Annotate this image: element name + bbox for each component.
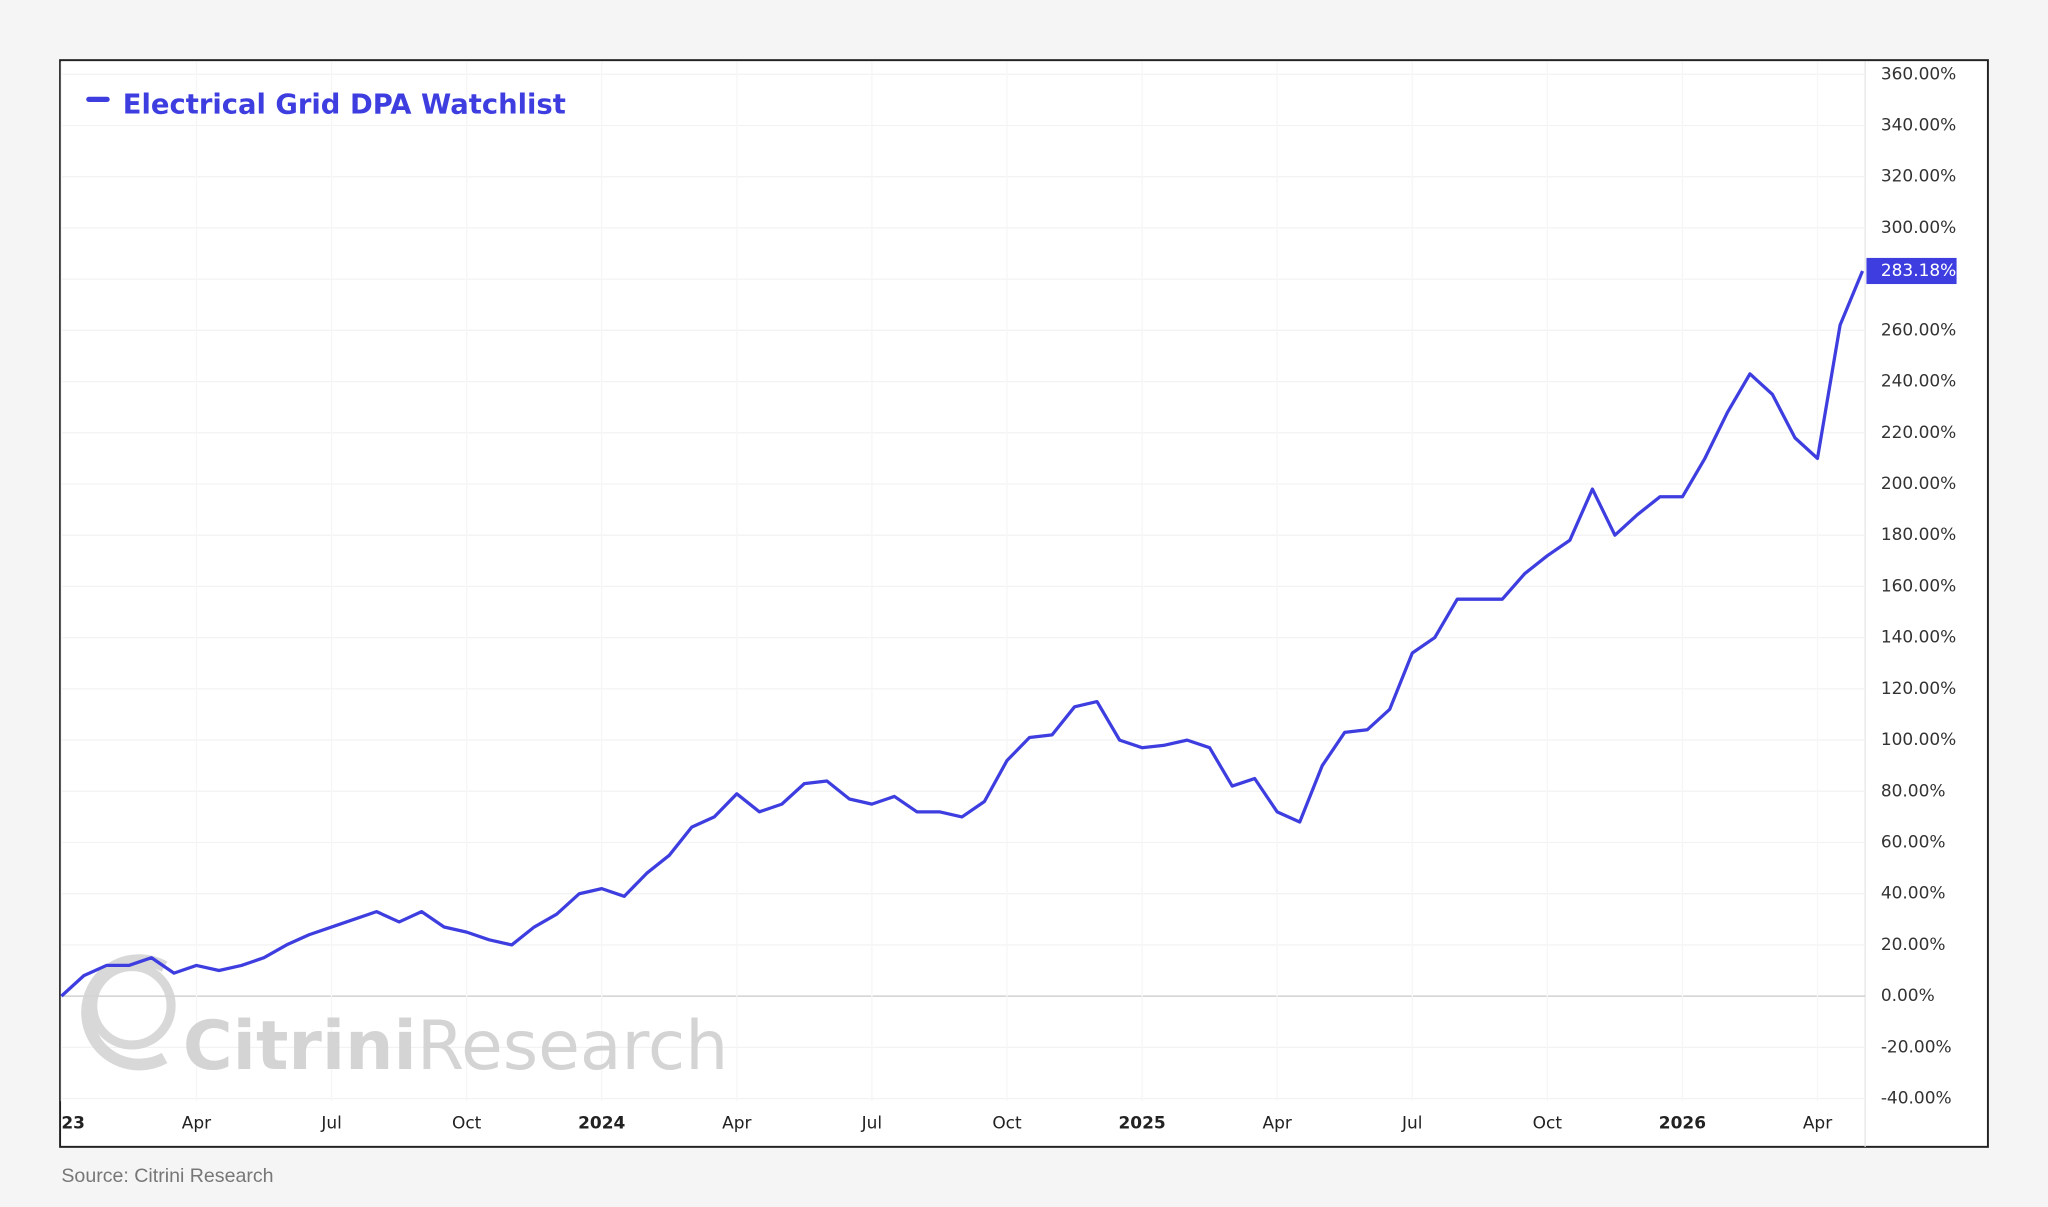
- data-line: [60, 270, 1865, 998]
- x-tick-label: Apr: [182, 1113, 211, 1133]
- watermark-text: CitriniResearch: [183, 1007, 728, 1086]
- x-tick-label: Oct: [452, 1113, 482, 1133]
- last-value-label: 283.18%: [1881, 261, 1957, 281]
- x-tick-label: 2025: [1118, 1113, 1165, 1133]
- watermark-logo: [81, 954, 168, 1071]
- x-tick-label: Oct: [1533, 1113, 1563, 1133]
- y-tick-label: 140.00%: [1881, 628, 1957, 648]
- y-tick-label: -40.00%: [1881, 1089, 1952, 1109]
- y-tick-label: 20.00%: [1881, 935, 1946, 955]
- y-tick-label: 340.00%: [1881, 115, 1957, 135]
- chart-frame: [59, 59, 1989, 1148]
- x-tick-label: Oct: [992, 1113, 1022, 1133]
- watermark-brand: Citrini: [183, 1007, 417, 1086]
- y-tick-label: 120.00%: [1881, 679, 1957, 699]
- last-value-box: [1866, 257, 1957, 285]
- watermark: CitriniResearch: [81, 954, 728, 1086]
- legend-label: Electrical Grid DPA Watchlist: [123, 89, 566, 120]
- x-tick-label: 23: [61, 1113, 85, 1133]
- x-tick-label: Apr: [1803, 1113, 1832, 1133]
- y-tick-label: 160.00%: [1881, 576, 1957, 596]
- x-tick-label: Jul: [320, 1113, 341, 1133]
- legend-swatch: [86, 96, 110, 102]
- y-tick-label: 300.00%: [1881, 218, 1957, 238]
- y-tick-label: 80.00%: [1881, 781, 1946, 801]
- y-tick-label: 320.00%: [1881, 167, 1957, 187]
- y-tick-label: -20.00%: [1881, 1037, 1952, 1057]
- y-tick-label: 240.00%: [1881, 372, 1957, 392]
- y-tick-label: 100.00%: [1881, 730, 1957, 750]
- grid: [60, 61, 1866, 1147]
- x-tick-label: 2024: [578, 1113, 625, 1133]
- x-tick-label: Jul: [1401, 1113, 1422, 1133]
- source-note: Source: Citrini Research: [61, 1165, 273, 1187]
- watermark-suffix: Research: [417, 1007, 728, 1086]
- y-tick-label: 260.00%: [1881, 320, 1957, 340]
- y-tick-label: 40.00%: [1881, 884, 1946, 904]
- x-tick-label: Apr: [722, 1113, 751, 1133]
- y-tick-label: 200.00%: [1881, 474, 1957, 494]
- x-tick-label: Jul: [861, 1113, 882, 1133]
- y-tick-label: 220.00%: [1881, 423, 1957, 443]
- x-tick-label: Apr: [1262, 1113, 1291, 1133]
- y-tick-label: 0.00%: [1881, 986, 1935, 1006]
- y-tick-label: 360.00%: [1881, 64, 1957, 84]
- x-tick-label: 2026: [1659, 1113, 1706, 1133]
- y-tick-label: 60.00%: [1881, 832, 1946, 852]
- y-tick-label: 180.00%: [1881, 525, 1957, 545]
